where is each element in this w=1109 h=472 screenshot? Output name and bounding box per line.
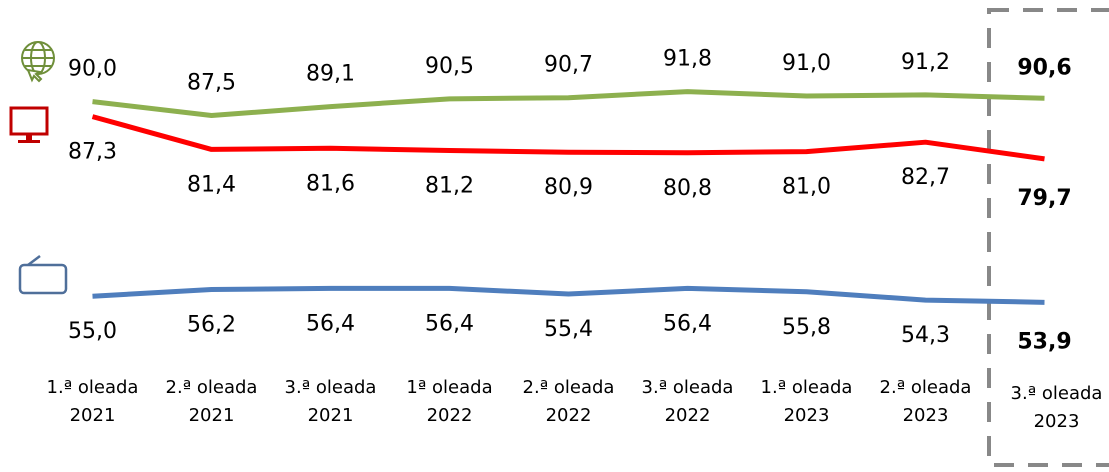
data-label: 79,7 xyxy=(1017,186,1071,211)
series-line xyxy=(92,285,1045,305)
data-label: 54,3 xyxy=(901,323,950,348)
x-tick-label: 2.ª oleada 2023 xyxy=(880,377,972,426)
data-label: 82,7 xyxy=(901,165,950,190)
data-label: 56,4 xyxy=(425,311,474,336)
series-line xyxy=(91,114,1045,162)
data-label: 81,4 xyxy=(187,172,236,197)
series-line xyxy=(92,89,1045,118)
data-label: 81,0 xyxy=(782,175,831,200)
x-tick-label: 1.ª oleada 2023 xyxy=(761,377,853,426)
data-label: 81,6 xyxy=(306,171,355,196)
highlight-box xyxy=(987,8,1109,467)
data-label: 56,4 xyxy=(663,311,712,336)
x-tick-label: 3.ª oleada 2023 xyxy=(1011,383,1103,432)
data-label: 56,2 xyxy=(187,313,236,338)
x-tick-label: 2.ª oleada 2022 xyxy=(523,377,615,426)
x-tick-label: 3.ª oleada 2022 xyxy=(642,377,734,426)
data-label: 89,1 xyxy=(306,62,355,87)
data-label: 87,5 xyxy=(187,71,236,96)
x-tick-label: 2.ª oleada 2021 xyxy=(166,377,258,426)
monitor-icon xyxy=(9,106,49,143)
data-label: 80,8 xyxy=(663,176,712,201)
tv-icon xyxy=(18,255,68,295)
data-label: 55,0 xyxy=(68,319,117,344)
data-label: 80,9 xyxy=(544,175,593,200)
globe-icon xyxy=(21,41,55,83)
data-label: 55,4 xyxy=(544,317,593,342)
data-label: 91,2 xyxy=(901,50,950,75)
data-label: 56,4 xyxy=(306,311,355,336)
data-label: 90,5 xyxy=(425,54,474,79)
x-tick-label: 1.ª oleada 2021 xyxy=(47,377,139,426)
data-label: 91,0 xyxy=(782,51,831,76)
x-tick-label: 3.ª oleada 2021 xyxy=(285,377,377,426)
data-label: 53,9 xyxy=(1017,329,1071,354)
x-tick-label: 1ª oleada 2022 xyxy=(406,377,492,426)
data-label: 87,3 xyxy=(68,140,117,165)
data-label: 90,6 xyxy=(1017,55,1071,80)
data-label: 81,2 xyxy=(425,174,474,199)
data-label: 90,0 xyxy=(68,57,117,82)
data-label: 90,7 xyxy=(544,53,593,78)
data-label: 55,8 xyxy=(782,315,831,340)
data-label: 91,8 xyxy=(663,47,712,72)
